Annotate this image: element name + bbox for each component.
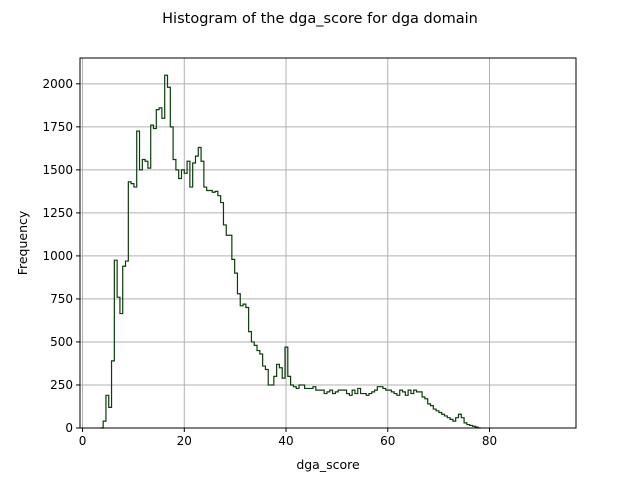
x-axis-label: dga_score — [296, 457, 360, 472]
x-tick-label: 0 — [79, 434, 87, 448]
y-tick-label: 500 — [50, 335, 73, 349]
chart-title: Histogram of the dga_score for dga domai… — [162, 11, 478, 27]
histogram-step-line — [100, 74, 481, 429]
y-tick-label: 2000 — [42, 77, 73, 91]
y-tick-label: 750 — [50, 292, 73, 306]
y-tick-label: 1000 — [42, 249, 73, 263]
x-tick-label: 40 — [278, 434, 293, 448]
y-tick-label: 0 — [65, 421, 73, 435]
y-tick-label: 1500 — [42, 163, 73, 177]
y-axis-label: Frequency — [15, 210, 30, 275]
y-axis-ticks: 0 250 500 750 1000 1250 1500 1750 2000 — [42, 77, 80, 435]
y-tick-label: 1250 — [42, 206, 73, 220]
x-tick-label: 60 — [380, 434, 395, 448]
grid-lines — [80, 58, 576, 429]
y-tick-label: 1750 — [42, 120, 73, 134]
x-axis-ticks: 0 20 40 60 80 — [79, 428, 497, 448]
x-tick-label: 80 — [482, 434, 497, 448]
x-tick-label: 20 — [177, 434, 192, 448]
y-tick-label: 250 — [50, 378, 73, 392]
plot-frame — [79, 57, 577, 429]
